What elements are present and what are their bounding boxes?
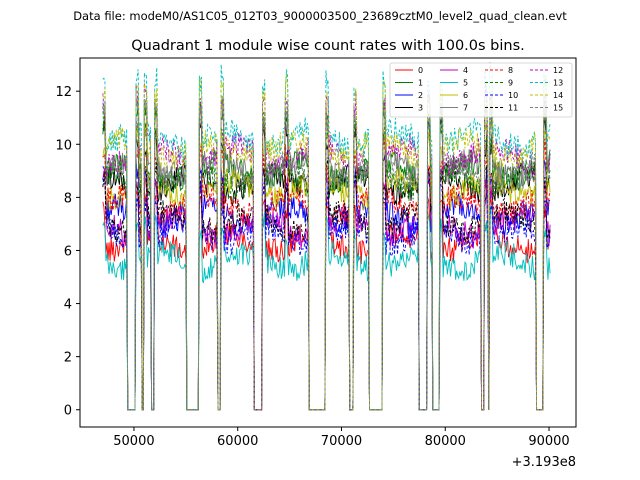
- y-tick-label: 4: [64, 298, 72, 313]
- legend-label-11: 11: [508, 104, 518, 113]
- y-tick-label: 2: [64, 351, 72, 366]
- x-tick-label: 50000: [113, 434, 154, 449]
- legend-label-8: 8: [508, 66, 513, 75]
- y-tick-label: 0: [64, 404, 72, 419]
- legend-label-15: 15: [553, 104, 563, 113]
- y-tick-label: 6: [64, 244, 72, 259]
- x-tick-label: 70000: [321, 434, 362, 449]
- series-line-9: [102, 106, 551, 411]
- axes-frame: [79, 57, 577, 428]
- series-line-7: [102, 94, 551, 411]
- legend-label-13: 13: [553, 79, 563, 88]
- x-tick-label: 90000: [528, 434, 569, 449]
- legend-box: [389, 62, 573, 118]
- legend-label-1: 1: [418, 79, 423, 88]
- x-tick-label: 60000: [217, 434, 258, 449]
- legend-label-10: 10: [508, 91, 518, 100]
- series-line-8: [102, 138, 551, 411]
- series-line-15: [102, 100, 551, 411]
- legend-label-14: 14: [553, 91, 563, 100]
- x-axis: 50000 60000 70000 80000 90000: [113, 427, 570, 449]
- legend-label-7: 7: [463, 104, 468, 113]
- series-line-5: [102, 204, 551, 411]
- y-tick-label: 8: [64, 191, 72, 206]
- legend-label-3: 3: [418, 104, 423, 113]
- chart-title: Quadrant 1 module wise count rates with …: [131, 38, 525, 54]
- x-tick-label: 80000: [425, 434, 466, 449]
- legend-label-6: 6: [463, 91, 468, 100]
- legend-label-0: 0: [418, 66, 423, 75]
- y-axis: 0 2 4 6 8 10 12: [55, 85, 80, 419]
- series-line-12: [102, 82, 551, 411]
- legend-label-5: 5: [463, 79, 468, 88]
- series-line-14: [102, 73, 551, 411]
- file-label: Data file: modeM0/AS1C05_012T03_90000035…: [73, 9, 567, 23]
- series-line-10: [102, 174, 551, 411]
- y-tick-label: 12: [55, 85, 72, 100]
- y-tick-label: 10: [55, 138, 72, 153]
- x-offset-label: +3.193e8: [512, 455, 576, 470]
- legend-label-12: 12: [553, 66, 563, 75]
- series-line-11: [102, 157, 551, 411]
- legend-label-9: 9: [508, 79, 513, 88]
- series-line-13: [102, 62, 551, 411]
- plot-area: [102, 62, 551, 411]
- legend-label-4: 4: [463, 66, 468, 75]
- legend-label-2: 2: [418, 91, 423, 100]
